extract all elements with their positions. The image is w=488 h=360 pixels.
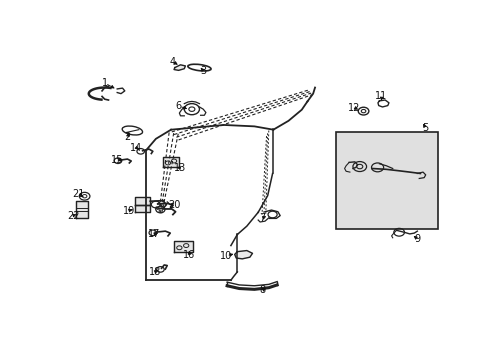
Text: 20: 20 — [167, 199, 180, 210]
Text: 6: 6 — [175, 102, 182, 111]
Bar — [335, 132, 437, 229]
Text: 12: 12 — [347, 103, 359, 113]
Text: 10: 10 — [220, 251, 232, 261]
Polygon shape — [163, 157, 179, 167]
Text: 7: 7 — [258, 213, 264, 224]
Text: 17: 17 — [147, 229, 160, 239]
Text: 14: 14 — [130, 143, 142, 153]
Polygon shape — [75, 201, 88, 219]
Text: 15: 15 — [111, 155, 123, 165]
Text: 4: 4 — [169, 57, 176, 67]
Polygon shape — [135, 205, 150, 212]
Text: 13: 13 — [174, 163, 186, 174]
Polygon shape — [135, 197, 150, 204]
Text: 21: 21 — [72, 189, 84, 199]
Text: 1: 1 — [102, 78, 107, 89]
Text: 3: 3 — [200, 67, 206, 76]
Polygon shape — [174, 65, 185, 70]
Polygon shape — [234, 251, 252, 259]
Text: 16: 16 — [183, 250, 195, 260]
Text: 9: 9 — [413, 234, 420, 244]
Text: 5: 5 — [421, 123, 427, 133]
Text: 11: 11 — [374, 91, 386, 102]
Polygon shape — [174, 240, 193, 252]
Text: 19: 19 — [122, 206, 134, 216]
Text: 2: 2 — [124, 132, 130, 143]
Text: 22: 22 — [67, 211, 80, 221]
Text: 18: 18 — [149, 267, 161, 277]
Text: 8: 8 — [258, 285, 264, 296]
